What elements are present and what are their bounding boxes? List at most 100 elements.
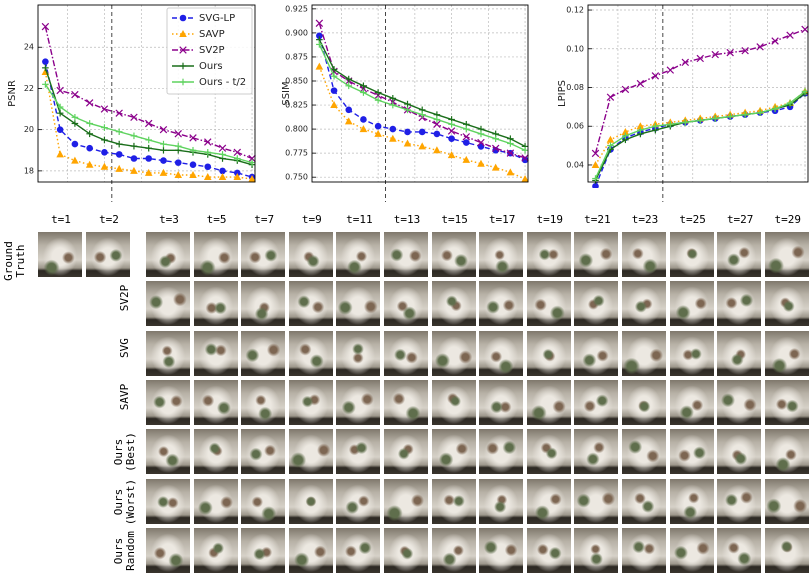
- marker-stroke: [179, 46, 187, 54]
- marker: [42, 81, 49, 88]
- marker: [404, 100, 411, 108]
- row-label: Ours Random: [112, 530, 137, 571]
- marker-stroke: [85, 99, 94, 107]
- image-cell: [621, 378, 667, 426]
- marker: [652, 122, 659, 130]
- image-cell: [287, 526, 334, 574]
- plot: [591, 25, 809, 188]
- marker: [491, 163, 500, 171]
- marker: [403, 139, 412, 147]
- marker: [145, 144, 153, 152]
- image-grid: t=1 t=2 t=3 t=5 t=7 t=9 t=11 t=13 t=15 t=17 t=19 t=…: [0, 210, 811, 575]
- marker: [86, 144, 93, 152]
- y-tick-label: 0.800: [285, 125, 308, 134]
- image-cell: [525, 477, 572, 525]
- marker-stroke: [56, 86, 64, 95]
- image-cell: [668, 428, 715, 476]
- marker: [101, 149, 108, 156]
- marker: [606, 93, 615, 101]
- image-cell: [525, 329, 572, 377]
- marker: [71, 156, 79, 164]
- image-cell: [621, 526, 667, 574]
- marker: [360, 89, 367, 96]
- marker: [462, 139, 470, 146]
- marker: [179, 14, 187, 22]
- legend-label: SVG-LP: [199, 13, 235, 24]
- y-tick-label: 0.875: [285, 52, 308, 61]
- column-label: t=5: [206, 213, 227, 226]
- series-line: [318, 35, 526, 161]
- marker: [130, 142, 138, 150]
- marker: [315, 62, 324, 70]
- marker: [144, 168, 153, 176]
- image-cell: [335, 526, 382, 574]
- row-label: SV2P: [118, 285, 131, 312]
- marker: [389, 134, 397, 142]
- marker: [636, 79, 645, 88]
- image-cell: [335, 428, 382, 476]
- marker: [159, 168, 168, 176]
- image-cell: [668, 231, 715, 278]
- y-tick-label: 18: [24, 166, 34, 175]
- marker: [756, 109, 764, 116]
- marker-stroke: [204, 138, 212, 146]
- plot-frame: [37, 4, 256, 183]
- image-cell: [430, 526, 477, 574]
- image-cell: [716, 378, 763, 426]
- marker-stroke: [726, 48, 734, 57]
- marker: [418, 111, 426, 118]
- y-tick-label: 0.900: [285, 28, 308, 37]
- image-cell: [287, 280, 334, 328]
- legend-label: Ours: [199, 61, 223, 72]
- marker: [521, 154, 529, 162]
- marker-stroke: [681, 58, 690, 67]
- image-cell: [478, 378, 525, 426]
- marker: [786, 99, 794, 107]
- y-axis-label: PSNR: [7, 80, 18, 107]
- marker: [711, 50, 719, 59]
- image-cell: [573, 329, 620, 377]
- marker: [330, 101, 338, 109]
- marker: [448, 135, 455, 143]
- marker-stroke: [174, 130, 182, 138]
- image-cell: [716, 280, 763, 328]
- marker: [179, 78, 187, 86]
- charts: 18 20 22 24 PSNR SVG-LP SAVP SV2P Ours Ours - t/2…: [7, 4, 809, 202]
- image-cell: [716, 428, 763, 476]
- marker: [447, 127, 456, 135]
- marker-stroke: [506, 149, 515, 157]
- marker: [591, 160, 600, 168]
- image-cell: [240, 378, 287, 426]
- image-cell: [525, 231, 572, 278]
- marker-stroke: [71, 90, 79, 99]
- y-tick-label: 20: [24, 125, 34, 134]
- column-label: t=3: [159, 213, 179, 226]
- marker: [389, 101, 397, 109]
- marker: [433, 120, 441, 129]
- marker: [330, 87, 338, 94]
- image-cell: [85, 231, 131, 278]
- marker-stroke: [159, 125, 168, 134]
- marker-stroke: [771, 37, 779, 45]
- column-label: t=19: [536, 213, 564, 226]
- marker: [360, 116, 367, 123]
- marker: [85, 160, 94, 168]
- marker: [233, 148, 242, 157]
- marker: [204, 149, 212, 156]
- marker: [756, 43, 764, 51]
- y-axis-label: SSIM: [281, 81, 292, 105]
- marker: [621, 128, 630, 136]
- image-cell: [763, 526, 810, 574]
- marker: [506, 168, 515, 176]
- marker: [592, 175, 599, 182]
- image-cell: [525, 378, 572, 426]
- image-cell: [383, 329, 429, 377]
- image-cell: [145, 280, 191, 328]
- marker: [404, 128, 411, 136]
- marker-stroke: [248, 154, 256, 163]
- marker: [130, 113, 138, 122]
- marker: [636, 122, 645, 130]
- marker-stroke: [711, 50, 719, 59]
- marker: [56, 103, 64, 111]
- image-cell: [668, 378, 715, 426]
